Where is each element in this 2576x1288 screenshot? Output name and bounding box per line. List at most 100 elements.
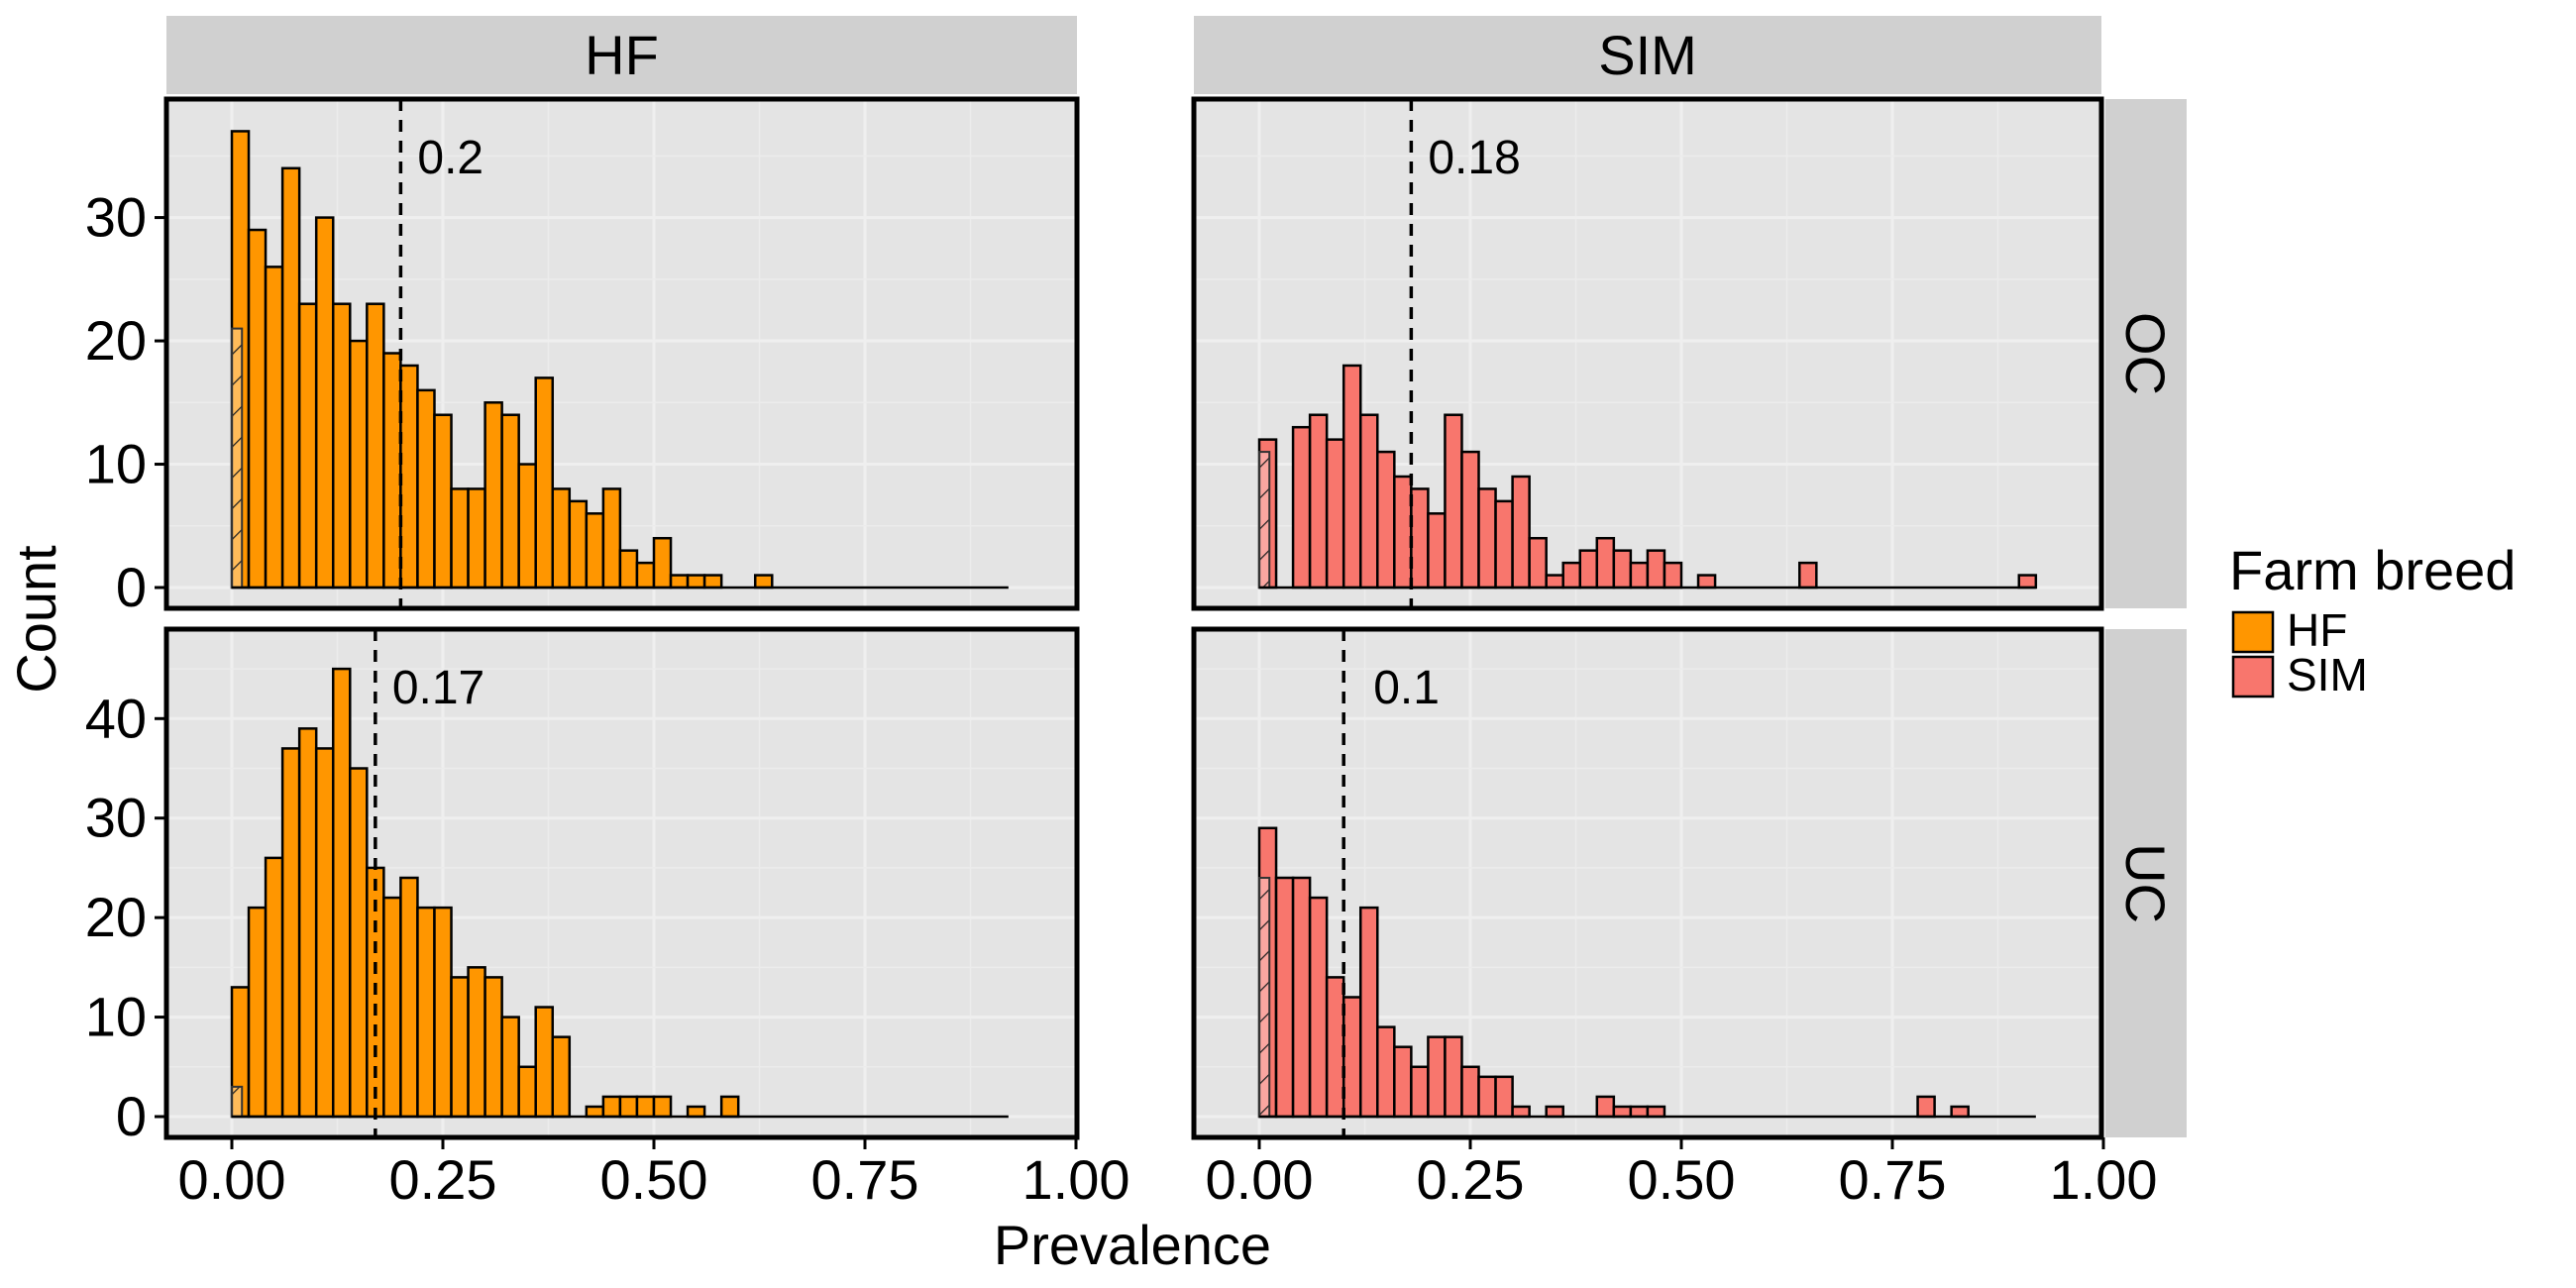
histogram-bar (585, 1105, 605, 1119)
x-tick-label: 0.75 (1839, 1148, 1947, 1211)
histogram-bar (1477, 487, 1497, 590)
panel-sim-oc: 0.18 (1191, 96, 2105, 611)
histogram-bar (433, 413, 453, 590)
panels-layer: 0.2 0.18 0.17 0.1 (163, 96, 2105, 1140)
x-tick-label: 1.00 (1022, 1148, 1130, 1211)
histogram-bar (601, 1095, 622, 1119)
legend-swatch (2231, 610, 2275, 654)
histogram-bar (483, 401, 503, 590)
col-strip-hf (166, 16, 1077, 94)
histogram-bar (433, 906, 453, 1119)
legend-swatch (2231, 655, 2275, 698)
histogram-bar (1274, 876, 1295, 1119)
histogram-bar (1410, 1065, 1430, 1119)
histogram-bar (1696, 574, 1717, 590)
x-axis-title: Prevalence (994, 1214, 1271, 1276)
bar-group (230, 130, 1009, 590)
histogram-bar (382, 352, 402, 590)
histogram-bar (1444, 413, 1463, 590)
histogram-bar (1798, 561, 1818, 590)
histogram-bar (1325, 976, 1345, 1119)
y-tick-label: 0 (116, 556, 147, 618)
histogram-bar (467, 966, 486, 1119)
histogram-bar (467, 487, 486, 590)
histogram-bar (1595, 1095, 1616, 1119)
histogram-bar (568, 499, 589, 590)
histogram-bar (1427, 512, 1447, 590)
histogram-bar (551, 487, 572, 590)
bar-group (230, 667, 1009, 1119)
histogram-bar (264, 856, 284, 1119)
col-strip-label: HF (585, 24, 659, 86)
histogram-bar (1528, 536, 1548, 590)
histogram-bar (416, 906, 436, 1119)
histogram-bar (517, 1065, 537, 1119)
histogram-bar (331, 667, 352, 1119)
histogram-bar (517, 463, 537, 590)
histogram-bar (1376, 450, 1396, 590)
histogram-bar (601, 487, 622, 590)
histogram-bar (331, 302, 352, 590)
histogram-bar (1545, 1105, 1564, 1119)
legend-title: Farm breed (2229, 539, 2516, 601)
histogram-bar (669, 574, 690, 590)
panel-hf-oc: 0.2 (163, 96, 1080, 611)
histogram-bar (618, 549, 639, 590)
histogram-bar (1308, 413, 1329, 590)
x-tick-label: 1.00 (2050, 1148, 2158, 1211)
histogram-bar (1646, 549, 1666, 590)
mean-label: 0.1 (1373, 662, 1440, 714)
histogram-bar (399, 364, 419, 590)
y-tick-label: 20 (85, 886, 147, 948)
histogram-bar (1646, 1105, 1666, 1119)
histogram-bar (1410, 487, 1430, 590)
axes-layer: 0 10 20 30 0 10 20 30 40 0.00 0.25 0.50 0.75 1.00 0.00… (85, 186, 2158, 1211)
histogram-bar (1545, 574, 1564, 590)
histogram-bar (349, 767, 369, 1119)
histogram-bar (1291, 876, 1312, 1119)
histogram-bar (686, 1105, 706, 1119)
histogram-bar (1444, 1035, 1463, 1119)
histogram-bar (1494, 1075, 1514, 1119)
row-strip-label: OC (2114, 312, 2177, 395)
panel-hf-uc: 0.17 (163, 626, 1080, 1140)
histogram-bar (1342, 996, 1362, 1119)
histogram-bar (2017, 574, 2038, 590)
histogram-bar (349, 339, 369, 590)
hatched-zero-bar (1258, 876, 1271, 1118)
hatched-zero-bar (1258, 451, 1271, 589)
y-axis-title: Count (5, 545, 67, 694)
histogram-bar (534, 1006, 555, 1119)
y-tick-label: 0 (116, 1085, 147, 1147)
panel-border (163, 96, 1080, 611)
row-strip-oc (2105, 99, 2187, 608)
histogram-bar (1629, 1105, 1650, 1119)
bar-group (1257, 826, 2036, 1119)
x-tick-label: 0.25 (1417, 1148, 1525, 1211)
hatched-zero-bar (231, 1085, 244, 1118)
bar-group (1257, 364, 2038, 590)
y-tick-label: 10 (85, 986, 147, 1048)
histogram-bar (635, 1095, 656, 1119)
histogram-bar (1358, 413, 1379, 590)
histogram-bar (264, 266, 284, 590)
strips-layer: HF SIM OC UC (166, 16, 2187, 1137)
histogram-bar (1612, 1105, 1633, 1119)
x-tick-label: 0.00 (1206, 1148, 1314, 1211)
histogram-bar (1308, 896, 1329, 1119)
y-tick-label: 30 (85, 186, 147, 249)
histogram-bar (618, 1095, 639, 1119)
panel-border (1191, 626, 2104, 1140)
histogram-bar (1663, 561, 1683, 590)
hatched-zero-bar (231, 327, 244, 589)
histogram-bar (1427, 1035, 1447, 1119)
histogram-bar (314, 216, 335, 590)
x-tick-label: 0.25 (389, 1148, 497, 1211)
histogram-bar (1325, 438, 1345, 590)
histogram-bar (1376, 1025, 1396, 1119)
histogram-bar (314, 747, 335, 1119)
histogram-bar (1595, 536, 1616, 590)
histogram-bar (500, 1016, 520, 1119)
histogram-bar (1477, 1075, 1497, 1119)
